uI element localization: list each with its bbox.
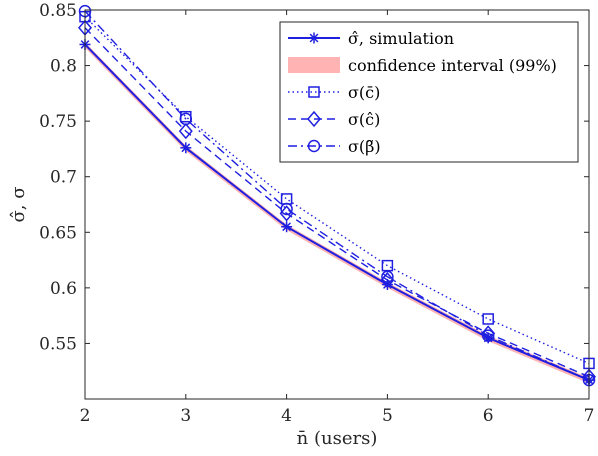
legend-label-0: σ̂, simulation — [348, 29, 454, 48]
y-tick-label-3: 0.7 — [50, 168, 77, 188]
series-0-point-1 — [180, 142, 192, 154]
series-1-point-2 — [280, 193, 293, 205]
y-tick-label-2: 0.65 — [39, 223, 77, 243]
series-3-point-1 — [179, 112, 193, 126]
series-3-point-2 — [280, 202, 293, 216]
series-2-line — [84, 27, 590, 378]
legend-entry-4: σ(β̃) — [288, 137, 381, 156]
legend-label-1: confidence interval (99%) — [348, 56, 557, 75]
y-tick-label-0: 0.55 — [39, 334, 77, 354]
series-0-point-2 — [281, 221, 293, 233]
legend-swatch-marker-2 — [308, 86, 320, 98]
x-tick-label-4: 6 — [483, 406, 494, 426]
series-3-point-3 — [381, 270, 394, 283]
legend-entry-2: σ(c̄) — [288, 83, 380, 102]
y-tick-label-5: 0.8 — [50, 57, 77, 77]
series-1-point-4 — [482, 313, 494, 325]
series-2-point-1 — [178, 122, 193, 140]
legend: σ̂, simulation confidence interval (99%) σ… — [279, 21, 579, 163]
legend-swatch-marker-0 — [308, 32, 320, 44]
axis-labels-layer: n̄ (users) σ̂, σ — [8, 186, 377, 449]
legend-entry-1: confidence interval (99%) — [288, 56, 557, 75]
ticks-layer: 2 3 4 5 6 7 0.55 0.6 0.65 0.7 0.75 0.8 0.85 — [39, 1, 594, 426]
x-tick-label-0: 2 — [80, 406, 91, 426]
legend-label-2: σ(c̄) — [348, 83, 380, 102]
legend-entry-3: σ(ĉ) — [288, 110, 380, 129]
legend-swatch-marker-4 — [307, 139, 321, 153]
x-tick-label-2: 4 — [281, 406, 292, 426]
x-axis-label: n̄ (users) — [297, 428, 378, 449]
legend-swatch-band — [288, 57, 340, 73]
series-3-line — [84, 10, 590, 381]
series-2-point-3 — [380, 271, 395, 289]
legend-entry-0: σ̂, simulation — [288, 29, 454, 48]
y-tick-label-6: 0.85 — [39, 1, 77, 21]
legend-label-3: σ(ĉ) — [348, 110, 380, 129]
series-3 — [78, 4, 596, 387]
y-tick-label-1: 0.6 — [50, 279, 77, 299]
x-tick-label-5: 7 — [584, 406, 595, 426]
y-tick-label-4: 0.75 — [39, 112, 77, 132]
x-tick-label-1: 3 — [180, 406, 191, 426]
series-0-line — [84, 43, 590, 382]
legend-label-4: σ(β̃) — [348, 137, 381, 156]
plot-area-frame — [84, 9, 590, 400]
series-3-point-4 — [481, 329, 495, 342]
x-tick-label-3: 5 — [382, 406, 393, 426]
legend-swatch-marker-3 — [307, 110, 321, 128]
y-axis-label: σ̂, σ — [8, 186, 29, 222]
